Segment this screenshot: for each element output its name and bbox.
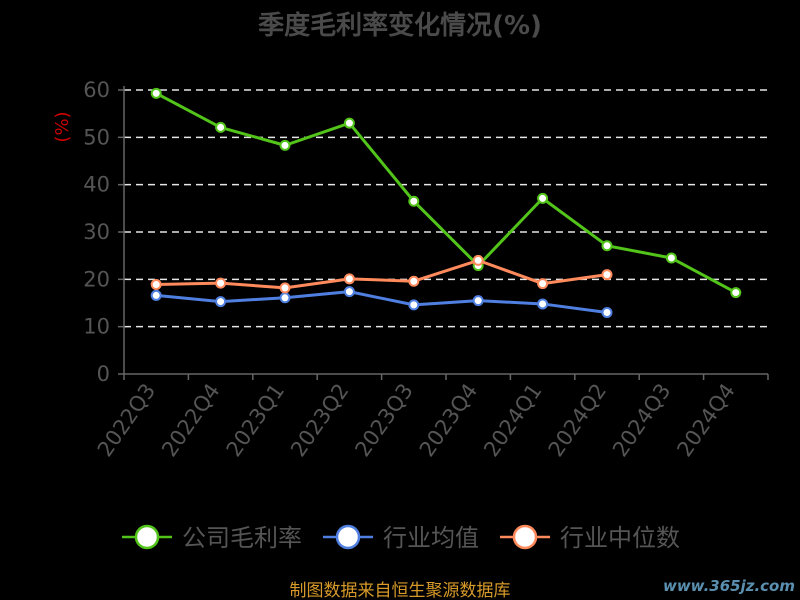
data-source-note: 制图数据来自恒生聚源数据库 xyxy=(290,581,511,600)
legend-label: 行业均值 xyxy=(383,524,479,552)
data-point[interactable] xyxy=(601,240,613,252)
data-point[interactable] xyxy=(408,299,420,311)
data-point[interactable] xyxy=(730,287,742,299)
data-point[interactable] xyxy=(279,139,291,151)
x-tick-labels: 2022Q32022Q42023Q12023Q22023Q32023Q42024… xyxy=(93,379,740,461)
x-tick-label: 2024Q1 xyxy=(479,379,546,461)
legend-swatch-marker xyxy=(335,524,361,550)
x-tick-label: 2024Q4 xyxy=(672,379,739,461)
data-point[interactable] xyxy=(472,254,484,266)
legend-swatch-marker xyxy=(134,524,160,550)
data-point[interactable] xyxy=(601,269,613,281)
legend-label: 行业中位数 xyxy=(560,524,680,552)
data-point[interactable] xyxy=(472,295,484,307)
y-tick-label: 30 xyxy=(83,220,110,244)
x-tick-label: 2023Q4 xyxy=(415,379,482,461)
y-tick-label: 40 xyxy=(83,173,110,197)
data-point[interactable] xyxy=(343,286,355,298)
legend-item-1[interactable]: 行业均值 xyxy=(323,524,479,552)
legend-item-2[interactable]: 行业中位数 xyxy=(500,524,680,552)
data-point[interactable] xyxy=(537,298,549,310)
series-2 xyxy=(150,254,613,294)
data-point[interactable] xyxy=(150,289,162,301)
data-point[interactable] xyxy=(343,273,355,285)
series-line xyxy=(155,91,737,294)
data-point[interactable] xyxy=(150,279,162,291)
data-point[interactable] xyxy=(665,252,677,264)
chart-title: 季度毛利率变化情况(%) xyxy=(258,10,542,41)
data-point[interactable] xyxy=(408,275,420,287)
data-point[interactable] xyxy=(279,282,291,294)
y-tick-label: 50 xyxy=(83,125,110,149)
legend-label: 公司毛利率 xyxy=(182,524,302,552)
legend: 公司毛利率 行业均值 行业中位数 xyxy=(122,524,680,552)
data-point[interactable] xyxy=(215,296,227,308)
data-point[interactable] xyxy=(601,306,613,318)
data-point[interactable] xyxy=(343,117,355,129)
x-tick-label: 2023Q2 xyxy=(286,379,353,461)
data-point[interactable] xyxy=(279,292,291,304)
y-axis-unit: (%) xyxy=(52,111,73,142)
x-tick-label: 2024Q2 xyxy=(544,379,611,461)
data-point[interactable] xyxy=(215,277,227,289)
watermark: www.365jz.com xyxy=(663,577,795,595)
series-1 xyxy=(150,286,613,318)
x-tick-label: 2022Q3 xyxy=(93,379,160,461)
x-tick-label: 2024Q3 xyxy=(608,379,675,461)
y-tick-label: 20 xyxy=(83,267,110,291)
x-tick-label: 2023Q3 xyxy=(350,379,417,461)
data-point[interactable] xyxy=(215,121,227,133)
x-tick-label: 2023Q1 xyxy=(222,379,289,461)
series-line xyxy=(156,258,608,290)
data-point[interactable] xyxy=(537,278,549,290)
series-layer xyxy=(150,87,742,318)
y-tick-labels: 0 10 20 30 40 50 60 xyxy=(83,78,110,386)
data-point[interactable] xyxy=(150,87,162,99)
data-point[interactable] xyxy=(537,192,549,204)
data-point[interactable] xyxy=(408,195,420,207)
y-tick-label: 0 xyxy=(97,362,110,386)
legend-swatch-marker xyxy=(512,524,538,550)
y-tick-label: 60 xyxy=(83,78,110,102)
series-0 xyxy=(150,87,742,299)
x-tick-label: 2022Q4 xyxy=(157,379,224,461)
axes xyxy=(118,86,769,380)
legend-item-0[interactable]: 公司毛利率 xyxy=(122,524,302,552)
series-line xyxy=(156,290,608,314)
y-tick-label: 10 xyxy=(83,315,110,339)
